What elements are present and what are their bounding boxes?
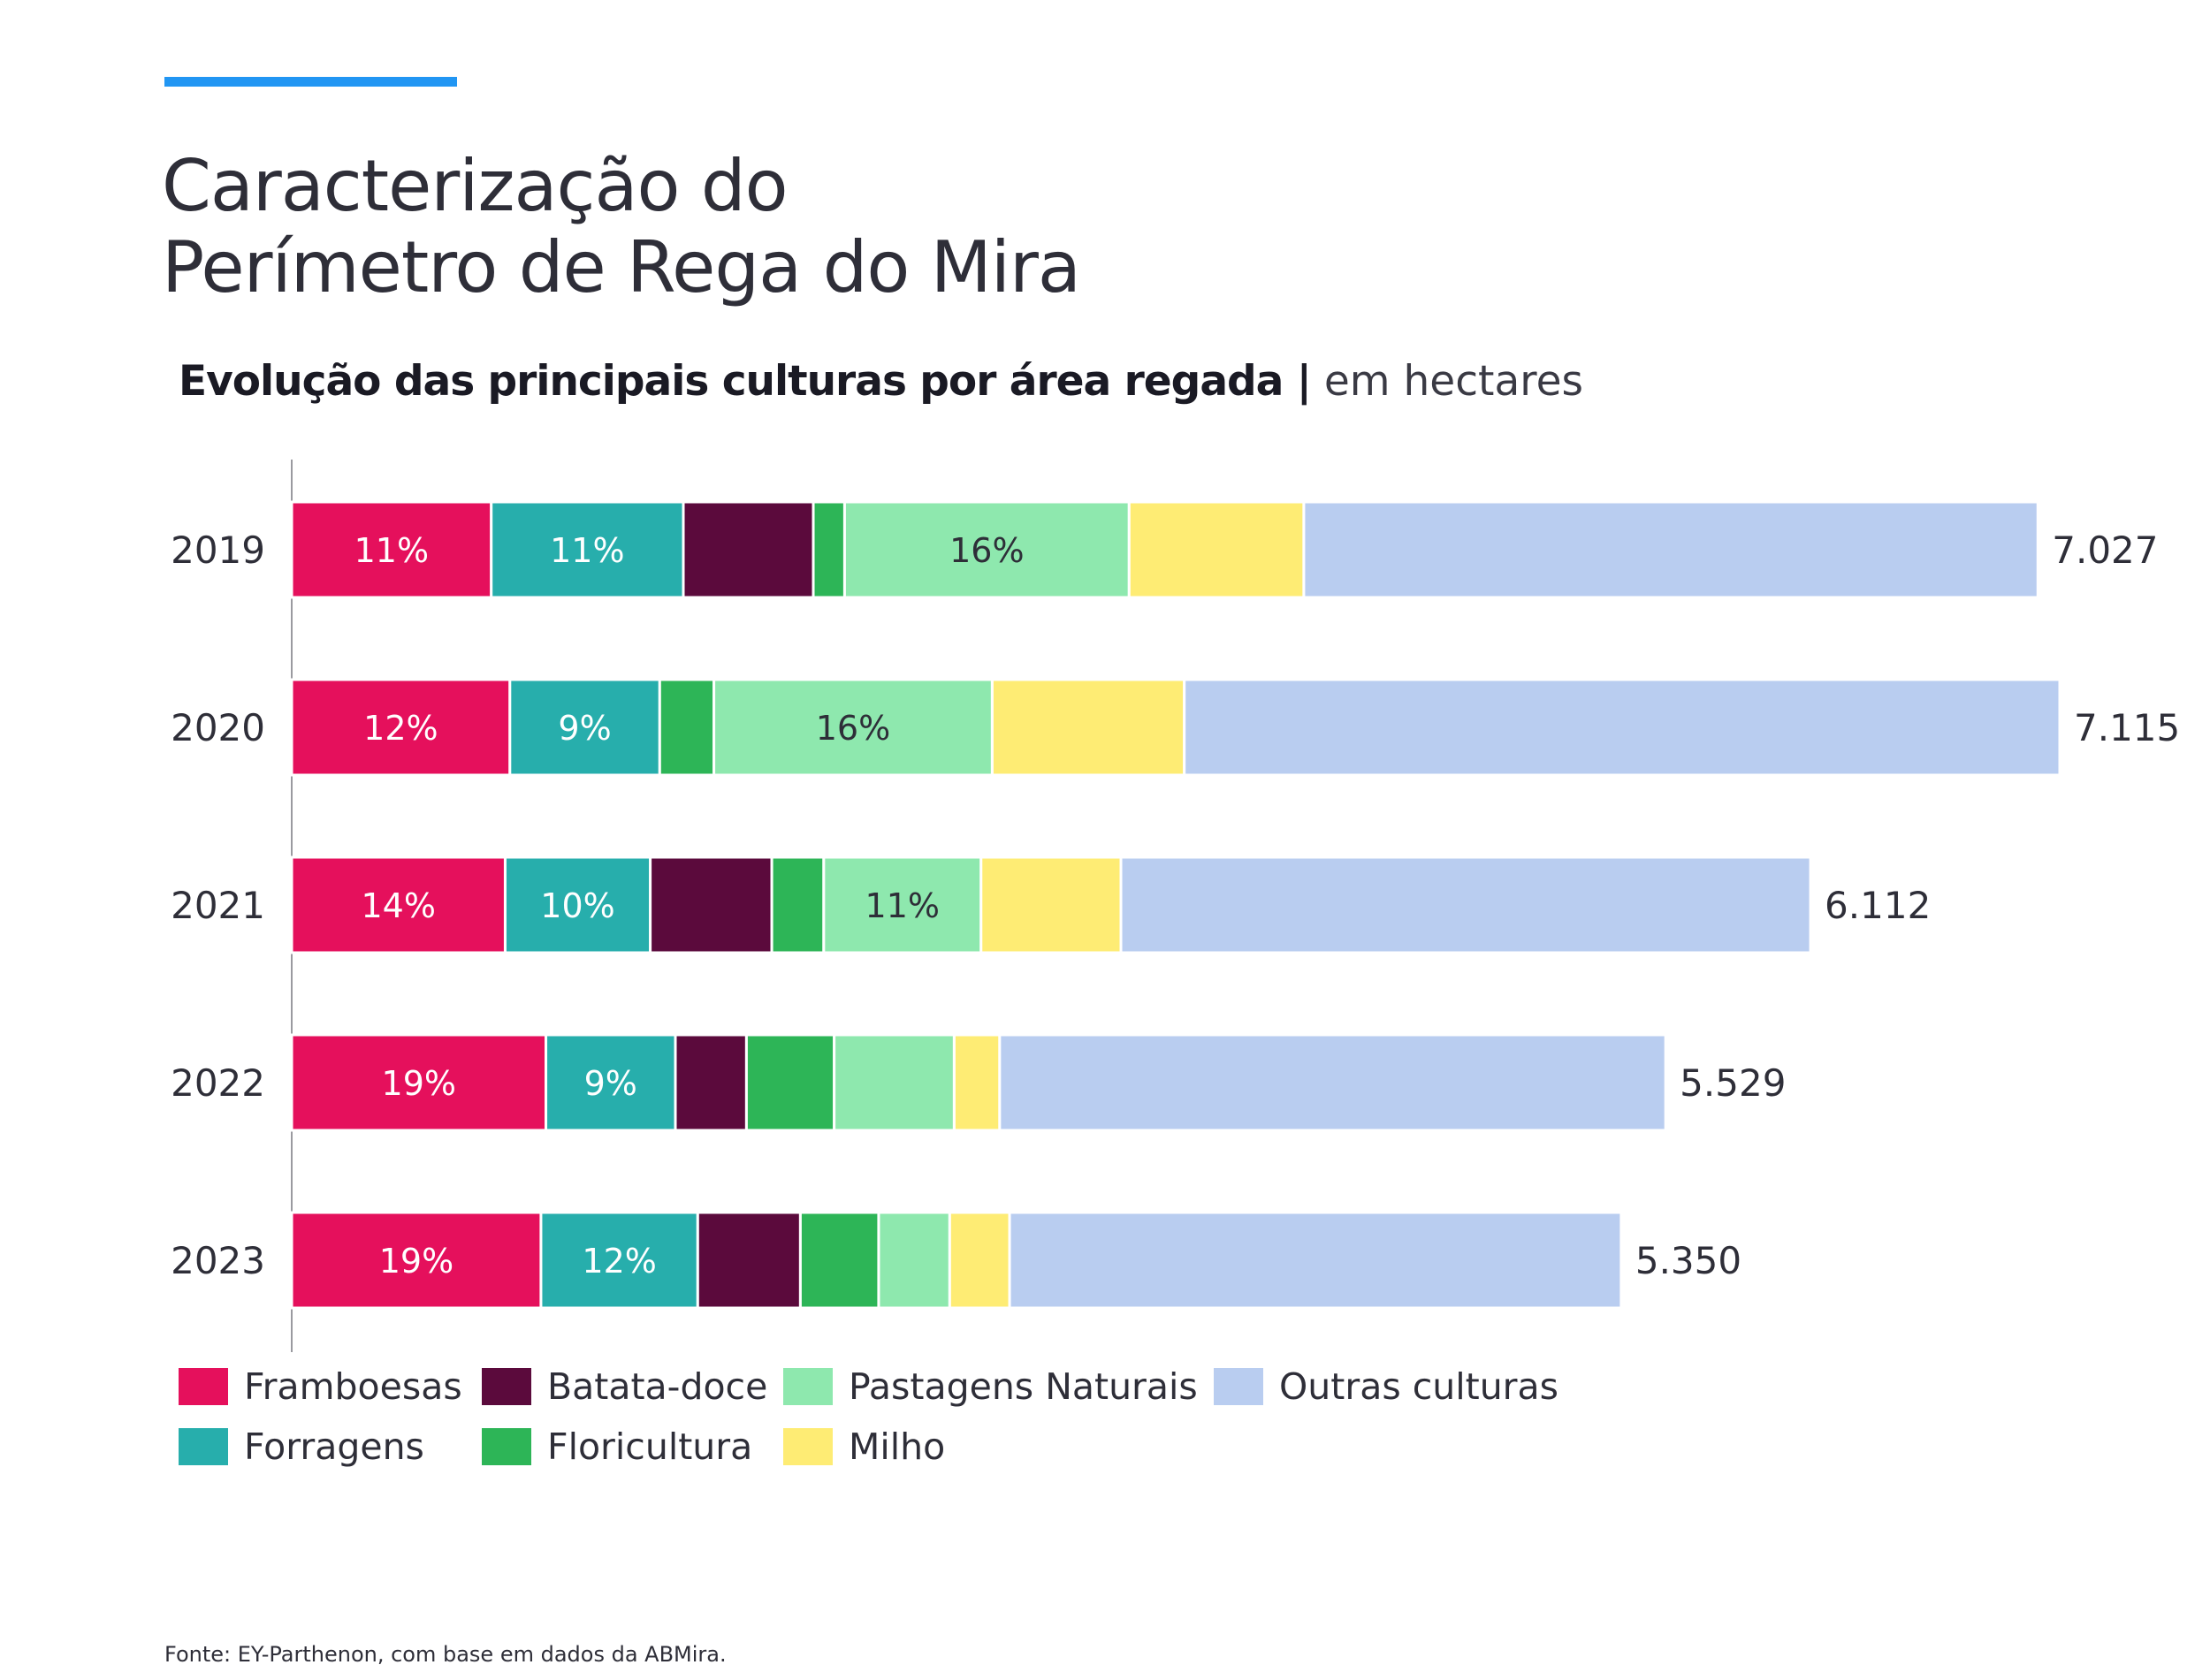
total-label: 7.027 [2052,528,2158,572]
legend-label: Batata-doce [547,1365,767,1408]
y-tick-label: 2021 [171,884,265,927]
legend-label: Pastagens Naturais [849,1365,1198,1408]
bar-segment [545,1033,677,1132]
data-label: 19% [379,1242,453,1281]
subtitle-main: Evolução das principais culturas por áre… [179,357,1312,406]
y-tick-label: 2023 [171,1239,265,1282]
bar-segment [539,1211,699,1310]
data-label: 12% [363,709,438,748]
legend-swatch [179,1368,228,1405]
data-label: 16% [816,709,890,748]
bar-segment [696,1211,802,1310]
data-label: 12% [582,1242,656,1281]
page-title: Caracterização do Perímetro de Rega do M… [162,145,1081,308]
bar-segment [770,855,826,954]
bar-segment [798,1211,880,1310]
legend-swatch [482,1368,531,1405]
data-label: 11% [865,886,940,925]
bar-segment [877,1211,951,1310]
stacked-bar-chart: 2019 11% 11% 16% 7.027 2020 12% 9% 16% 7.115 2021 1… [171,460,2180,1468]
legend-label: Forragens [244,1425,424,1468]
bar-segment [842,500,1131,599]
bar-segment [490,500,685,599]
legend-label: Milho [849,1425,945,1468]
legend-swatch [482,1428,531,1465]
bar-segment [952,1033,1002,1132]
total-label: 6.112 [1825,884,1931,927]
y-tick-label: 2022 [171,1061,265,1105]
total-label: 5.529 [1680,1061,1786,1105]
total-label: 5.350 [1635,1239,1741,1282]
data-label: 10% [540,886,614,925]
bar-segment [713,678,994,777]
bar-segment [998,1033,1667,1132]
data-label: 11% [354,531,429,570]
bar-segment [674,1033,748,1132]
legend-label: Floricultura [547,1425,752,1468]
data-label: 11% [550,531,624,570]
bar-segment [833,1033,956,1132]
legend-label: Outras culturas [1279,1365,1558,1408]
bar-segment [1183,678,2061,777]
bar-segment [822,855,983,954]
bar-segment [979,855,1123,954]
legend-swatch [179,1428,228,1465]
bar-segment [1008,1211,1623,1310]
title-line-2: Perímetro de Rega do Mira [162,226,1081,308]
bar-segment [658,678,716,777]
bar-segment [812,500,846,599]
bar-segment [1127,500,1306,599]
data-label: 19% [382,1064,456,1103]
data-label: 16% [949,531,1024,570]
data-label: 9% [558,709,611,748]
bar-segment [1302,500,2039,599]
bar-segment [649,855,774,954]
bar-segment [1119,855,1812,954]
legend-label: Framboesas [244,1365,462,1408]
y-tick-label: 2019 [171,528,265,572]
legend-swatch [783,1368,833,1405]
bar-segment [990,678,1186,777]
bar-segment [290,1033,548,1132]
data-label: 9% [584,1064,637,1103]
source-note: Fonte: EY-Parthenon, com base em dados d… [164,1642,727,1667]
legend-swatch [783,1428,833,1465]
total-label: 7.115 [2074,706,2180,749]
chart-subtitle: Evolução das principais culturas por áre… [179,355,1583,408]
legend-swatch [1214,1368,1263,1405]
data-label: 14% [361,886,435,925]
bar-segment [948,1211,1011,1310]
subtitle-unit: em hectares [1323,357,1583,406]
accent-bar [164,77,457,87]
bar-segment [744,1033,836,1132]
bar-segment [682,500,815,599]
y-tick-label: 2020 [171,706,265,749]
title-line-1: Caracterização do [162,145,789,227]
